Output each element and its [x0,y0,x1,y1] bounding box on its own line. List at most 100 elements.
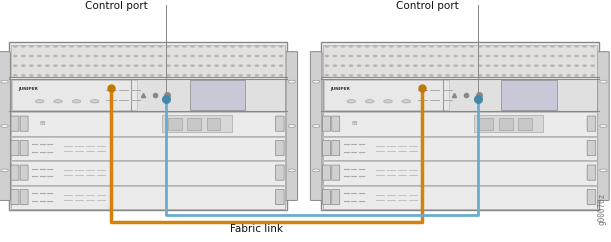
Circle shape [271,75,274,76]
Bar [502,80,557,110]
Circle shape [349,65,353,66]
Circle shape [599,169,607,172]
Circle shape [134,65,137,66]
FancyBboxPatch shape [587,116,596,131]
Circle shape [349,75,353,76]
Circle shape [280,75,282,76]
Circle shape [126,46,130,47]
Circle shape [103,46,106,47]
Circle shape [438,55,441,57]
Circle shape [247,75,251,76]
Bar [207,118,221,130]
Circle shape [519,75,522,76]
Circle shape [382,75,385,76]
Circle shape [191,55,194,57]
Circle shape [365,65,368,66]
Circle shape [263,65,266,66]
Circle shape [535,75,538,76]
Circle shape [142,55,145,57]
Circle shape [70,75,73,76]
Circle shape [349,55,353,57]
Circle shape [406,55,409,57]
Circle shape [313,169,320,172]
Circle shape [414,75,417,76]
Circle shape [191,75,194,76]
Circle shape [240,75,243,76]
Circle shape [463,46,466,47]
Circle shape [288,125,296,128]
Circle shape [503,55,506,57]
Bar [321,42,599,210]
Circle shape [334,55,337,57]
Text: JUNIPER: JUNIPER [330,87,350,91]
Circle shape [199,65,202,66]
Circle shape [591,46,594,47]
Circle shape [511,55,514,57]
FancyBboxPatch shape [276,165,284,180]
Circle shape [470,65,474,66]
Circle shape [54,46,57,47]
Circle shape [575,55,578,57]
Circle shape [126,55,130,57]
Circle shape [349,46,353,47]
Circle shape [54,75,57,76]
Bar [323,136,597,160]
FancyBboxPatch shape [598,52,609,200]
Circle shape [78,46,81,47]
Circle shape [494,46,497,47]
Circle shape [454,46,457,47]
Circle shape [567,75,570,76]
Circle shape [70,65,73,66]
Circle shape [326,46,329,47]
Circle shape [207,75,210,76]
Circle shape [207,46,210,47]
Circle shape [398,46,401,47]
Circle shape [503,65,506,66]
Circle shape [494,65,497,66]
Circle shape [22,65,25,66]
Circle shape [231,55,234,57]
Circle shape [38,46,41,47]
Circle shape [342,46,345,47]
Circle shape [1,169,9,172]
Circle shape [567,65,570,66]
FancyBboxPatch shape [20,189,28,205]
FancyBboxPatch shape [310,52,322,200]
FancyBboxPatch shape [20,165,28,180]
Circle shape [167,55,170,57]
Circle shape [94,55,97,57]
Circle shape [575,65,578,66]
Circle shape [14,46,17,47]
Circle shape [414,46,417,47]
Circle shape [406,75,409,76]
Circle shape [486,46,489,47]
FancyBboxPatch shape [587,189,596,205]
Circle shape [199,55,202,57]
Bar [11,161,285,185]
Circle shape [215,75,218,76]
Circle shape [151,55,154,57]
Circle shape [543,65,546,66]
Circle shape [126,75,130,76]
Circle shape [288,80,296,83]
Circle shape [215,55,218,57]
Circle shape [280,55,282,57]
Circle shape [374,55,377,57]
Circle shape [207,65,210,66]
Bar [323,186,597,209]
Circle shape [62,65,65,66]
Circle shape [486,75,489,76]
Circle shape [430,75,433,76]
Circle shape [357,55,360,57]
FancyBboxPatch shape [11,141,19,156]
Circle shape [70,55,73,57]
Circle shape [591,55,594,57]
Circle shape [207,55,210,57]
Circle shape [543,75,546,76]
Circle shape [191,46,194,47]
Circle shape [384,100,392,103]
FancyBboxPatch shape [587,141,596,156]
Circle shape [342,55,345,57]
Bar [479,118,493,130]
Circle shape [463,65,466,66]
